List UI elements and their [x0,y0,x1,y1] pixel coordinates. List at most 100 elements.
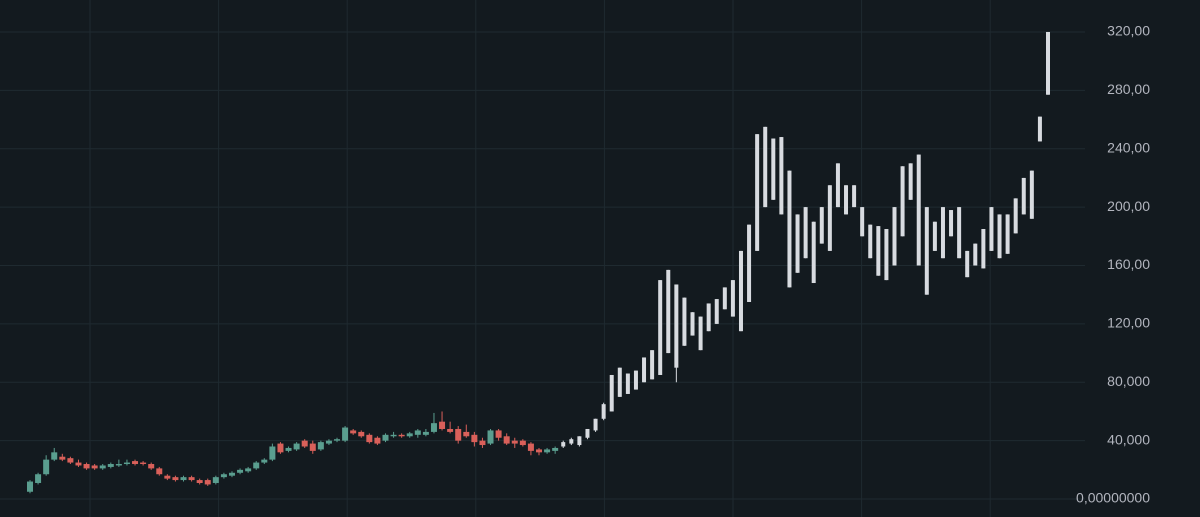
candle-body [868,224,873,259]
candle-body [682,297,687,346]
candle-body [763,126,768,208]
candle-body [698,316,703,351]
candle-body [140,462,147,465]
candle-body [107,464,114,467]
candle-body [285,447,292,451]
candle-body [366,434,373,443]
candle-body [908,163,913,200]
candle-body [487,430,494,444]
candle-body [803,207,808,259]
candle-body [228,472,235,476]
candle-body [779,137,784,215]
candle-body [674,284,679,368]
candle-body [997,214,1002,259]
candle-body [479,440,486,446]
candle-body [827,185,832,251]
candle-body [811,221,816,284]
candle-body [593,418,598,431]
candle-body [204,480,211,485]
candle-body [148,464,155,469]
y-tick-label: 80,000 [1107,373,1150,389]
candle-body [1029,170,1034,219]
candle-body [35,474,42,483]
candle-body [949,210,954,237]
y-tick-label: 120,00 [1107,315,1150,331]
candle-body [406,433,413,437]
candle-body [884,229,889,281]
candle-body [27,481,33,492]
candle-body [269,446,276,460]
candle-body [325,440,332,444]
candle-body [188,477,195,481]
candle-body [382,434,389,441]
candle-body [422,431,429,435]
candle-body [350,430,357,434]
candle-body [196,480,203,483]
candle-body [819,207,824,244]
candle-body [860,207,865,237]
candle-body [536,449,542,453]
candle-body [237,469,244,473]
candle-body [495,430,502,438]
candle-body [771,138,776,200]
candle-body [658,280,663,375]
candle-body [965,250,970,278]
candle-body [317,442,324,450]
candle-body [577,436,582,446]
candle-body [519,440,526,446]
candle-body [91,465,98,469]
candle-body [957,207,962,259]
candle-body [1037,116,1042,142]
candle-body [747,224,752,302]
candle-body [690,312,695,336]
candle-body [293,443,300,450]
candle-body [447,428,454,432]
candle-body [601,404,606,419]
candle-body [390,434,397,437]
candle-body [1021,177,1026,215]
candle-body [569,439,574,444]
y-tick-label: 280,00 [1107,81,1150,97]
candle-body [75,462,82,466]
candle-body [973,243,978,266]
candle-body [261,459,268,463]
candle-body [561,442,566,447]
candle-body [358,431,365,437]
y-tick-label: 0,00000000 [1076,490,1150,506]
candle-body [245,468,252,472]
candle-body [755,134,760,251]
candle-body [900,166,905,237]
candle-body [172,477,179,481]
candle-body [722,287,727,310]
candle-body [585,428,590,438]
candle-body [544,449,551,453]
candle-body [309,443,316,451]
candle-body [123,462,130,465]
candle-body [398,434,405,437]
candle-body [844,185,849,215]
candle-body [253,462,260,469]
candle-body [730,280,735,317]
y-tick-label: 40,000 [1107,431,1150,447]
candle-body [83,464,90,469]
candle-body [430,423,437,432]
candle-body [471,434,478,443]
candle-body [277,443,284,453]
candle-body [301,440,308,447]
candle-body [706,303,711,332]
candle-body [67,458,74,463]
candle-body [180,477,187,481]
candle-body [463,431,470,437]
candle-body [455,428,462,441]
candle-body [374,437,381,444]
candle-body [876,226,881,276]
candle-body [795,214,800,273]
candle-body [932,221,937,251]
candle-body [414,430,421,435]
candle-body [115,464,122,466]
candle-body [625,373,630,394]
candle-body [981,229,986,269]
